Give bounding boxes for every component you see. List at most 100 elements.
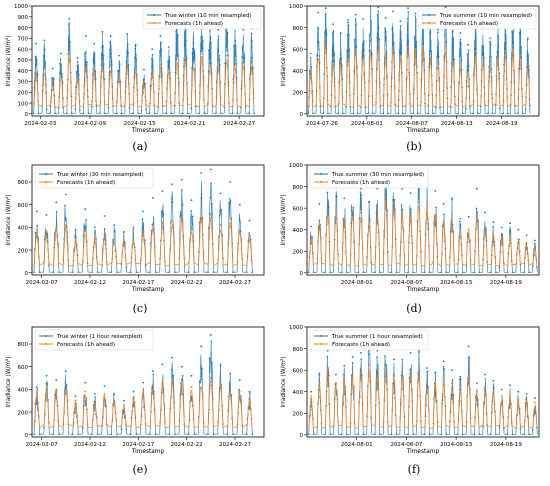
data-point [395, 433, 398, 436]
data-point [395, 271, 398, 274]
data-point [35, 58, 37, 60]
data-point [367, 112, 370, 115]
data-point [469, 105, 471, 108]
forecast-point [438, 66, 440, 68]
data-point [376, 356, 378, 358]
forecast-point [161, 92, 163, 94]
data-point [84, 52, 86, 55]
data-point [33, 433, 35, 436]
data-point [108, 71, 111, 73]
forecast-point [64, 227, 66, 229]
data-point [374, 271, 376, 274]
daily-peak-point [335, 382, 337, 384]
y-tick-label: 100 [18, 101, 29, 107]
forecast-point [45, 389, 47, 391]
daily-peak-point [132, 237, 135, 240]
forecast-point [343, 380, 345, 382]
data-point [208, 227, 210, 229]
forecast-point [509, 395, 511, 397]
daily-peak-point [151, 370, 154, 373]
daily-peak-point [500, 388, 503, 391]
forecast-point [112, 414, 114, 417]
forecast-point [56, 236, 58, 238]
forecast-point [74, 104, 76, 106]
data-point [340, 53, 342, 55]
data-point [74, 412, 76, 414]
forecast-point [536, 421, 538, 423]
forecast-point [416, 86, 418, 88]
daily-peak-point [118, 54, 120, 57]
forecast-point [536, 260, 538, 262]
data-point [34, 55, 37, 58]
forecast-point [362, 56, 364, 59]
data-point [219, 365, 222, 367]
forecast-point [333, 69, 335, 71]
data-point [141, 218, 144, 220]
y-tick-label: 0 [25, 112, 29, 118]
forecast-point [198, 106, 200, 108]
data-point [512, 32, 514, 34]
forecast-point [152, 75, 154, 77]
forecast-point [53, 99, 56, 101]
forecast-point [172, 387, 174, 389]
daily-peak-point [201, 52, 203, 55]
legend-box [34, 329, 154, 351]
data-point [71, 433, 74, 436]
forecast-point [229, 391, 231, 393]
data-point [177, 55, 179, 57]
daily-peak-point [511, 48, 514, 50]
daily-peak-point [309, 52, 312, 55]
data-point [324, 433, 327, 436]
data-point [475, 48, 477, 50]
daily-peak-point [526, 37, 529, 40]
forecast-point [95, 244, 97, 246]
data-point [451, 397, 453, 400]
daily-peak-point [317, 11, 320, 14]
data-point [341, 271, 343, 274]
forecast-point [352, 219, 354, 221]
data-point [317, 41, 320, 43]
x-tick-label: 2024-08-13 [440, 442, 472, 448]
data-point [391, 28, 394, 31]
forecast-point [126, 68, 128, 70]
data-point [319, 105, 322, 108]
forecast-point [149, 262, 151, 264]
forecast-point [393, 208, 395, 210]
y-tick-label: 500 [18, 58, 29, 64]
data-point [92, 60, 95, 62]
forecast-point [130, 425, 132, 427]
forecast-point [461, 255, 463, 257]
legend-swatch-marker [320, 343, 322, 345]
data-point [231, 112, 234, 115]
forecast-point [370, 59, 372, 61]
forecast-point [432, 262, 434, 264]
daily-peak-point [444, 6, 447, 8]
data-point [201, 47, 203, 50]
data-point [137, 112, 139, 115]
forecast-point [221, 252, 224, 254]
forecast-point [182, 225, 184, 227]
data-point [85, 218, 87, 221]
forecast-point [78, 99, 80, 101]
data-point [172, 374, 175, 377]
data-point [171, 197, 173, 200]
forecast-point [113, 403, 115, 405]
forecast-point [84, 68, 87, 70]
forecast-point [435, 224, 437, 226]
data-point [461, 271, 464, 274]
forecast-point [516, 413, 518, 415]
forecast-point [345, 249, 347, 251]
x-tick-label: 2024-02-07 [26, 442, 58, 448]
forecast-point [240, 236, 242, 238]
data-point [489, 43, 492, 46]
forecast-point [200, 387, 202, 389]
daily-peak-point [219, 383, 222, 386]
data-point [347, 21, 349, 24]
data-point [217, 48, 219, 50]
forecast-point [133, 85, 135, 87]
data-point [427, 112, 430, 115]
forecast-point [318, 229, 320, 231]
forecast-point [377, 222, 379, 224]
data-point [101, 46, 103, 49]
data-point [532, 429, 534, 431]
